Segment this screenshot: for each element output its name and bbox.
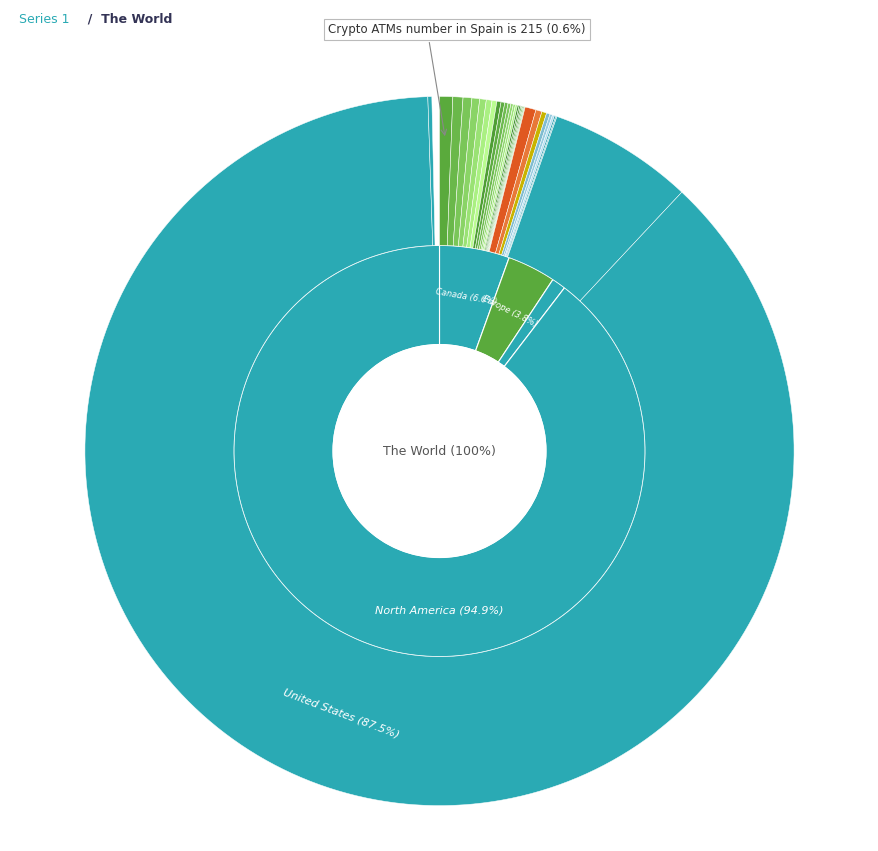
Polygon shape [489,107,536,253]
Polygon shape [484,106,519,251]
Polygon shape [482,104,515,250]
Polygon shape [505,115,554,256]
Polygon shape [85,97,793,806]
Polygon shape [234,245,644,657]
Polygon shape [477,102,507,249]
Text: Canada (6.6%): Canada (6.6%) [435,288,497,307]
Polygon shape [475,102,504,248]
Polygon shape [483,105,517,250]
Text: Series 1: Series 1 [19,13,69,26]
Text: /  The World: / The World [79,13,172,26]
Polygon shape [486,106,522,251]
Polygon shape [499,111,546,255]
Text: Crypto ATMs number in Spain is 215 (0.6%): Crypto ATMs number in Spain is 215 (0.6%… [328,23,586,37]
Text: Europe (3.8%): Europe (3.8%) [480,294,537,329]
Polygon shape [466,100,492,248]
Polygon shape [487,106,524,251]
Polygon shape [503,114,552,256]
Circle shape [333,345,545,557]
Text: The World (100%): The World (100%) [383,444,495,458]
Polygon shape [447,97,463,246]
Polygon shape [439,245,508,351]
Polygon shape [480,104,513,250]
Polygon shape [472,101,500,248]
Polygon shape [453,97,471,246]
Polygon shape [470,100,496,248]
Polygon shape [486,106,522,251]
Polygon shape [486,106,520,251]
Text: United States (87.5%): United States (87.5%) [281,687,399,740]
Polygon shape [495,110,542,254]
Polygon shape [475,258,552,363]
Polygon shape [506,116,555,257]
Polygon shape [501,113,550,255]
Polygon shape [498,279,564,367]
Polygon shape [488,106,524,251]
Polygon shape [457,98,479,247]
Text: North America (94.9%): North America (94.9%) [375,606,503,615]
Polygon shape [439,96,452,246]
Polygon shape [463,99,486,247]
Polygon shape [507,117,681,301]
Polygon shape [428,96,435,245]
Polygon shape [479,103,510,249]
Polygon shape [507,116,557,257]
